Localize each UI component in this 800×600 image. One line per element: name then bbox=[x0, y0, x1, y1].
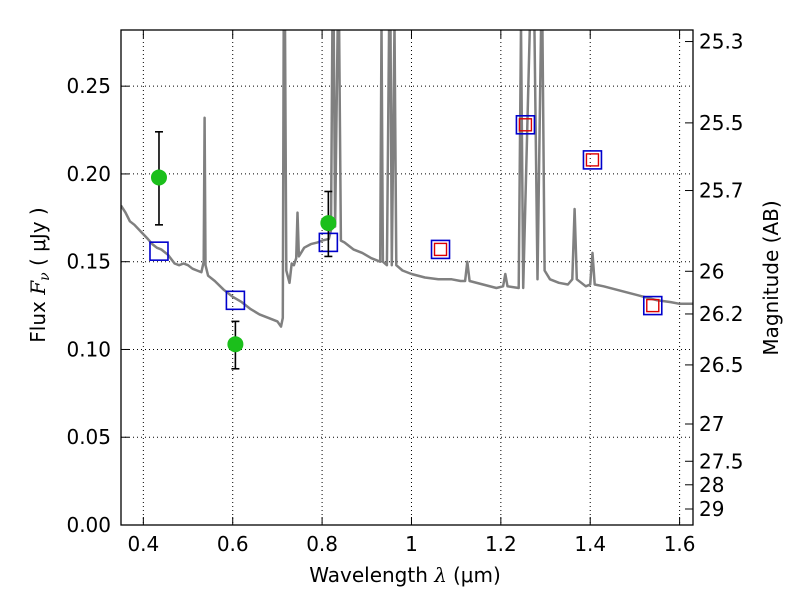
axes: 0.4 0.6 0.8 1 1.2 1.4 1.6 0.00 0.05 0.10 0.15 0.20 0… bbox=[66, 29, 744, 556]
observed-point bbox=[320, 215, 337, 232]
plot-frame bbox=[120, 29, 694, 526]
grid-lines bbox=[121, 30, 693, 525]
y2-axis-label: Magnitude (AB) bbox=[759, 200, 783, 355]
x-tick-label: 0.4 bbox=[127, 532, 159, 556]
y-axis-symbol: F bbox=[26, 280, 50, 296]
x-axis-symbol: λ bbox=[433, 563, 447, 587]
model-box-inner-marker bbox=[646, 298, 660, 313]
model-box-inner-marker bbox=[585, 153, 600, 167]
y2-tick-label: 27 bbox=[699, 412, 724, 436]
y-tick-label: 0.10 bbox=[66, 337, 111, 361]
y2-tick-label: 28 bbox=[699, 473, 724, 497]
y-axis-label: Flux Fν ( μJy ) bbox=[26, 207, 53, 342]
y2-tick-label: 29 bbox=[699, 497, 724, 521]
x-tick-label: 1.4 bbox=[574, 532, 606, 556]
y2-tick-label: 25.3 bbox=[699, 30, 744, 54]
y-tick-label: 0.25 bbox=[66, 74, 111, 98]
y-tick-label: 0.00 bbox=[66, 513, 111, 537]
model-box-inner-marker bbox=[518, 118, 533, 132]
model-box-inner-marker bbox=[433, 242, 448, 257]
x-tick-label: 0.6 bbox=[217, 532, 249, 556]
observed-point bbox=[227, 336, 244, 353]
model-box-marker bbox=[582, 150, 603, 170]
model-box-marker bbox=[149, 241, 169, 261]
x-axis-label: Wavelength λ (μm) bbox=[309, 563, 501, 587]
observed-point bbox=[150, 169, 167, 186]
y2-tick-label: 26.2 bbox=[699, 302, 744, 326]
y-tick-label: 0.20 bbox=[66, 162, 111, 186]
model-box-marker bbox=[430, 239, 451, 260]
model-box-marker bbox=[515, 114, 536, 135]
x-tick-label: 0.8 bbox=[306, 532, 338, 556]
y-tick-label: 0.05 bbox=[66, 425, 111, 449]
x-tick-label: 1.2 bbox=[485, 532, 517, 556]
y-tick-label: 0.15 bbox=[66, 250, 111, 274]
y2-tick-label: 26.5 bbox=[699, 353, 744, 377]
y2-tick-label: 27.5 bbox=[699, 449, 744, 473]
y2-tick-label: 26 bbox=[699, 259, 724, 283]
y2-tick-label: 25.7 bbox=[699, 179, 744, 203]
plot-area bbox=[121, 30, 693, 370]
model-box-marker bbox=[225, 290, 246, 311]
y2-tick-label: 25.5 bbox=[699, 111, 744, 135]
model-box-marker bbox=[642, 295, 663, 316]
spectrum-line bbox=[121, 30, 693, 328]
x-tick-label: 1.6 bbox=[664, 532, 696, 556]
x-tick-label: 1 bbox=[405, 532, 418, 556]
